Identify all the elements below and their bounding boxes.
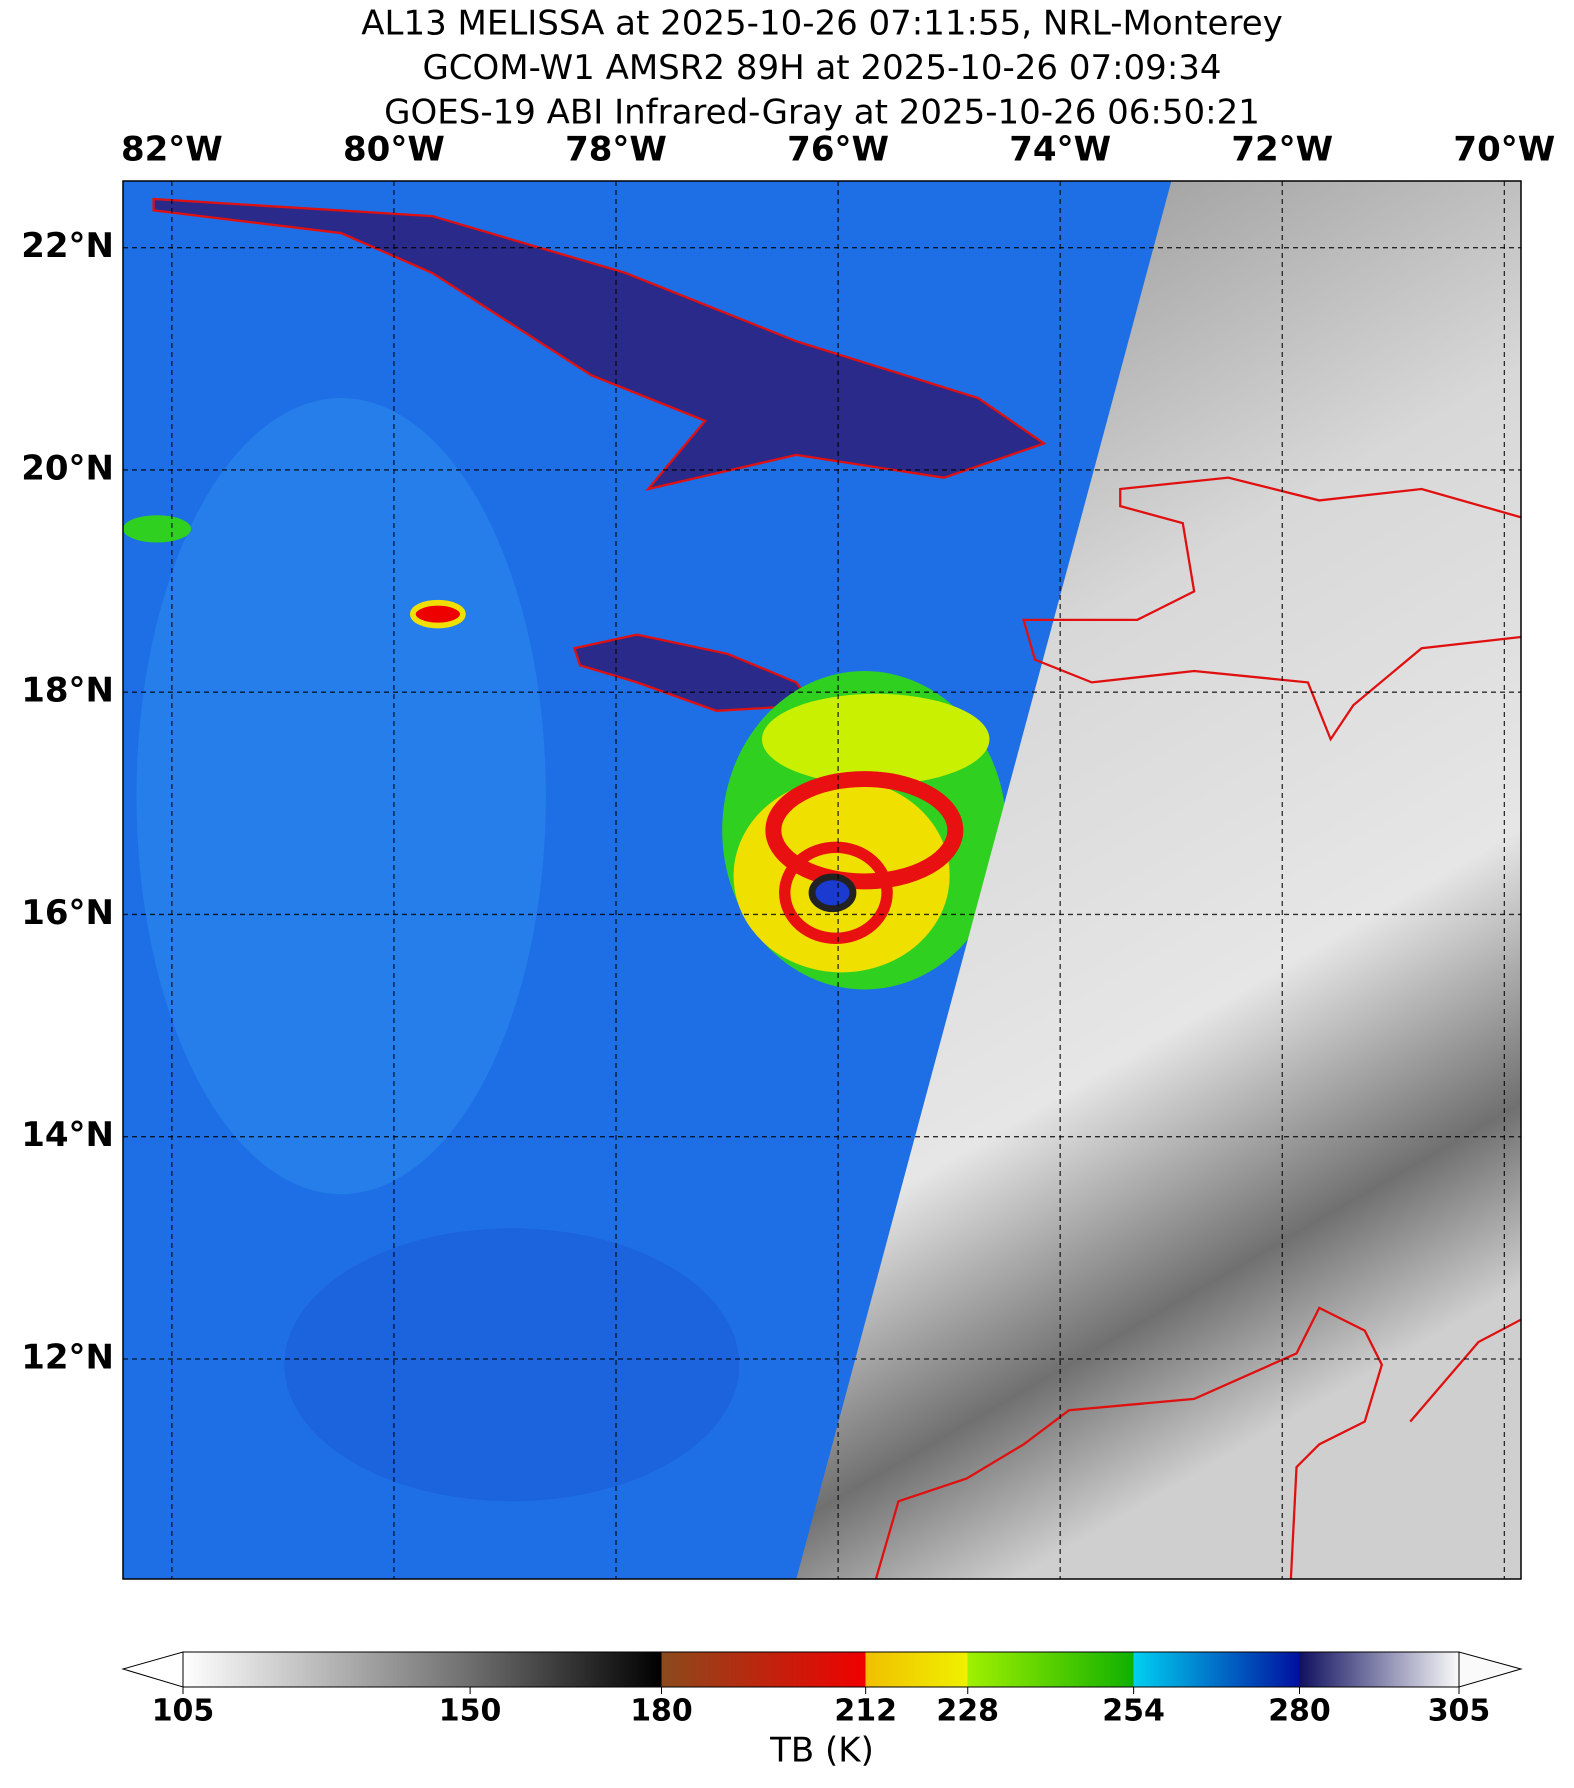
colorbar-max-arrow xyxy=(1458,1651,1523,1688)
lon-label: 72°W xyxy=(1231,130,1333,170)
colorbar-tick-label: 254 xyxy=(1102,1694,1165,1729)
colorbar-tick-label: 180 xyxy=(630,1694,693,1729)
lon-label: 76°W xyxy=(787,130,889,170)
lon-label: 82°W xyxy=(121,130,223,170)
lon-label: 80°W xyxy=(343,130,445,170)
colorbar-tick-label: 105 xyxy=(152,1694,215,1729)
colorbar-tick-label: 280 xyxy=(1268,1694,1331,1729)
lat-label: 22°N xyxy=(21,226,114,266)
lat-label: 18°N xyxy=(21,671,114,711)
title-line: GOES-19 ABI Infrared-Gray at 2025-10-26 … xyxy=(384,93,1260,133)
colorbar-label: TB (K) xyxy=(769,1731,874,1771)
colorbar xyxy=(182,1651,1460,1688)
colorbar-tick-label: 228 xyxy=(936,1694,999,1729)
colorbar-tick-label: 150 xyxy=(439,1694,502,1729)
colorbar-min-arrow xyxy=(121,1651,184,1688)
lat-label: 20°N xyxy=(21,448,114,488)
lon-label: 70°W xyxy=(1453,130,1555,170)
map-frame xyxy=(122,180,1522,1580)
lat-label: 14°N xyxy=(21,1115,114,1155)
map-imagery xyxy=(123,181,1521,1579)
colorbar-tick-label: 305 xyxy=(1428,1694,1491,1729)
colorbar-tick-label: 212 xyxy=(834,1694,897,1729)
lat-label: 16°N xyxy=(21,893,114,933)
title-line: AL13 MELISSA at 2025-10-26 07:11:55, NRL… xyxy=(361,4,1283,44)
lon-label: 78°W xyxy=(565,130,667,170)
lat-label: 12°N xyxy=(21,1337,114,1377)
lon-label: 74°W xyxy=(1009,130,1111,170)
title-line: GCOM-W1 AMSR2 89H at 2025-10-26 07:09:34 xyxy=(422,48,1221,88)
